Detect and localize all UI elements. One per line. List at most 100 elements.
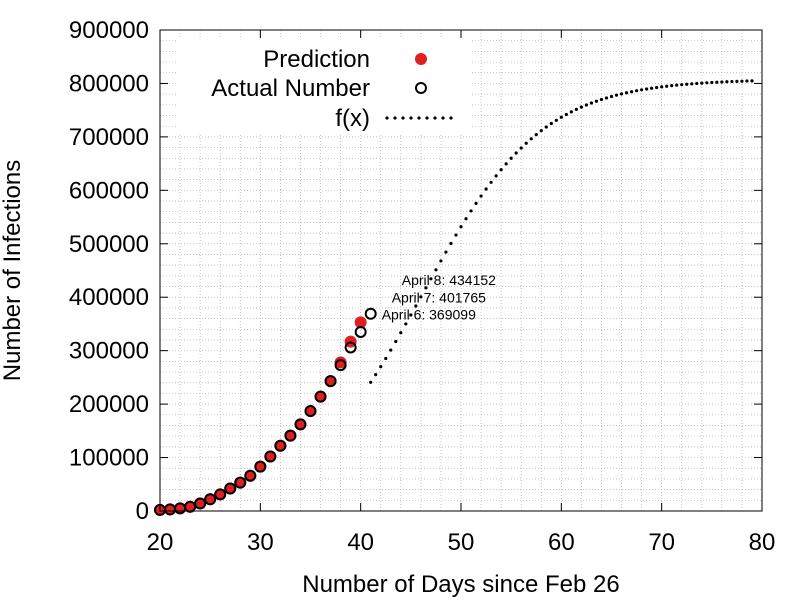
x-tick-label: 80 <box>749 529 776 556</box>
actual-point <box>314 390 327 403</box>
fit-dot <box>474 201 478 205</box>
x-tick-label: 20 <box>147 529 174 556</box>
fit-dot <box>675 83 679 87</box>
fit-dot <box>564 112 568 117</box>
fit-dot <box>509 156 513 160</box>
fit-dot <box>750 79 754 83</box>
x-tick-label: 60 <box>548 529 575 556</box>
actual-point <box>294 418 307 431</box>
legend-marker-fit <box>425 116 429 120</box>
fit-dot <box>539 129 543 133</box>
fit-dot <box>700 81 704 85</box>
legend-marker-fit <box>393 116 397 120</box>
fit-dot <box>655 85 659 90</box>
legend-marker-fit <box>441 116 445 120</box>
fit-dot <box>389 348 393 352</box>
actual-point <box>354 325 367 338</box>
fit-dot <box>730 79 734 84</box>
actual-point <box>364 307 377 320</box>
fit-dot <box>434 268 438 272</box>
legend-marker-fit <box>417 116 421 120</box>
actual-point <box>254 460 267 473</box>
fit-dot <box>479 194 483 198</box>
legend-marker-prediction <box>415 53 427 65</box>
fit-dot <box>650 86 654 90</box>
fit-dot <box>464 217 468 221</box>
actual-point <box>274 439 287 452</box>
actual-series <box>154 307 377 516</box>
fit-dot <box>725 80 729 84</box>
fit-dot <box>374 372 378 377</box>
fit-dot <box>404 322 408 326</box>
fit-dot <box>604 96 609 100</box>
fit-dot <box>670 84 674 88</box>
actual-point <box>324 375 337 388</box>
legend-label-fit: f(x) <box>335 105 370 132</box>
fit-dot <box>504 162 508 166</box>
legend-label-prediction: Prediction <box>263 46 370 73</box>
fit-dot <box>745 79 749 83</box>
fit-dot <box>710 80 714 85</box>
x-tick-label: 30 <box>247 529 274 556</box>
actual-point <box>214 488 227 501</box>
actual-point <box>224 482 237 495</box>
fit-dot <box>559 115 563 119</box>
fit-dot <box>680 83 684 87</box>
y-tick-label: 600000 <box>69 177 149 204</box>
legend: Prediction Actual Number f(x) <box>178 38 470 134</box>
fit-dot <box>619 92 624 96</box>
y-tick-label: 500000 <box>69 231 149 258</box>
fit-dot <box>454 233 458 237</box>
annotation-label: April 6: 369099 <box>382 307 476 323</box>
fit-dot <box>409 313 413 317</box>
x-axis-title: Number of Days since Feb 26 <box>302 571 619 598</box>
y-tick-label: 200000 <box>69 391 149 418</box>
axis-ticks: 20 30 40 50 60 70 80 0 100000 200000 300000 400000 5… <box>69 17 775 556</box>
fit-dot <box>614 93 619 97</box>
fit-dot <box>740 79 744 83</box>
fit-dot <box>715 80 719 84</box>
fit-dot <box>645 87 649 91</box>
fit-dot <box>399 331 403 335</box>
actual-point <box>334 359 347 372</box>
fit-dot <box>589 101 594 105</box>
actual-point <box>344 341 357 354</box>
fit-dot <box>705 81 709 85</box>
fit-dot <box>469 209 473 213</box>
fit-dot <box>379 365 383 369</box>
actual-point <box>284 429 297 442</box>
actual-point <box>194 497 207 510</box>
fit-dot <box>424 286 428 290</box>
fit-dot <box>569 110 573 114</box>
fit-dot <box>499 168 503 172</box>
fit-dot <box>720 80 724 84</box>
fit-dot <box>695 81 699 86</box>
fit-dot <box>419 295 423 299</box>
fit-dot <box>529 137 533 141</box>
fit-dot <box>629 90 634 94</box>
x-tick-label: 70 <box>648 529 675 556</box>
fit-dot <box>660 85 664 89</box>
fit-dot <box>584 103 589 107</box>
x-tick-label: 40 <box>347 529 374 556</box>
fit-dot <box>599 97 604 102</box>
fit-dot <box>634 89 639 93</box>
fit-dot <box>484 187 488 191</box>
fit-dot <box>534 133 538 137</box>
y-tick-label: 0 <box>136 498 149 525</box>
fit-dot <box>594 99 599 103</box>
fit-dot <box>414 304 418 308</box>
fit-dot <box>640 88 644 92</box>
y-tick-label: 900000 <box>69 17 149 44</box>
prediction-point <box>354 316 367 329</box>
actual-point <box>204 493 217 506</box>
y-axis-title: Number of Infections <box>0 160 26 381</box>
actual-point <box>234 476 247 489</box>
prediction-point <box>334 356 347 369</box>
fit-dot <box>494 174 498 178</box>
fit-dot <box>554 118 558 122</box>
fit-dot <box>544 125 548 129</box>
y-tick-label: 800000 <box>69 70 149 97</box>
